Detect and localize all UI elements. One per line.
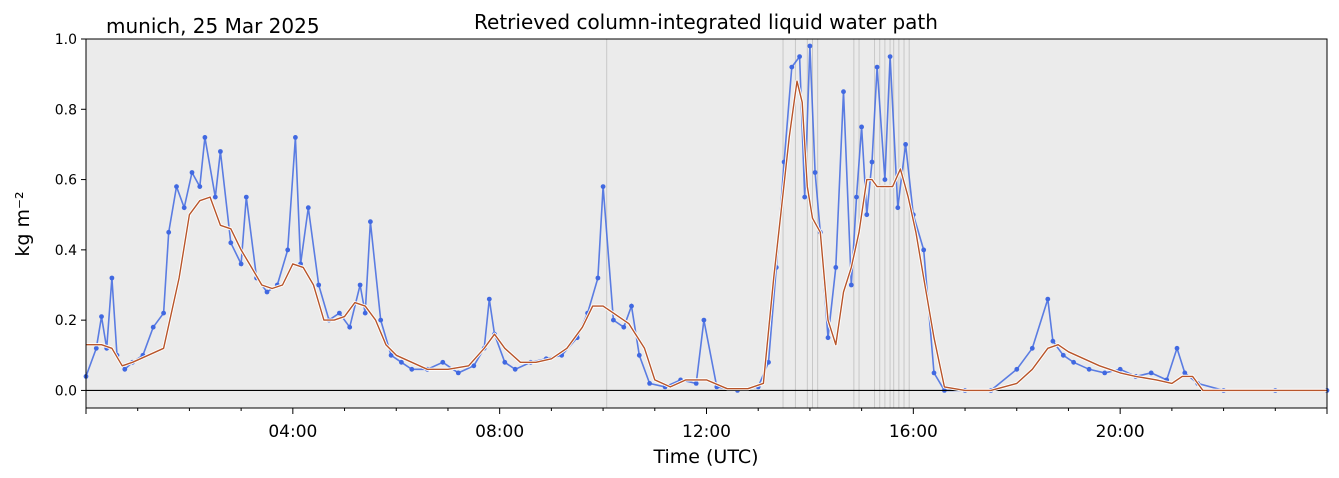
x-tick-label-1: 08:00: [475, 422, 524, 442]
y-tick-label-5: 1.0: [55, 32, 77, 48]
y-tick-label-2: 0.4: [55, 243, 77, 259]
smoothed-lwp-line: [86, 80, 1327, 392]
x-tick-label-2: 12:00: [682, 422, 731, 442]
flagged-time-lines: [606, 39, 910, 408]
y-axis-ticks: 0.0 0.2 0.4 0.6 0.8 1.0: [55, 32, 86, 399]
x-tick-label-0: 04:00: [268, 422, 317, 442]
x-axis-label: Time (UTC): [652, 446, 758, 468]
location-date-label: munich, 25 Mar 2025: [106, 14, 320, 38]
y-tick-label-1: 0.2: [55, 313, 77, 329]
y-tick-label-3: 0.6: [55, 173, 77, 189]
y-tick-label-4: 0.8: [55, 102, 77, 118]
x-tick-label-3: 16:00: [889, 422, 938, 442]
plot-background: [86, 39, 1327, 408]
y-tick-label-0: 0.0: [55, 383, 77, 399]
x-axis-ticks: 04:00 08:00 12:00 16:00 20:00: [85, 408, 1328, 442]
y-axis-label: kg m⁻²: [12, 191, 34, 256]
x-tick-label-4: 20:00: [1096, 422, 1145, 442]
chart-title: Retrieved column-integrated liquid water…: [474, 10, 938, 34]
